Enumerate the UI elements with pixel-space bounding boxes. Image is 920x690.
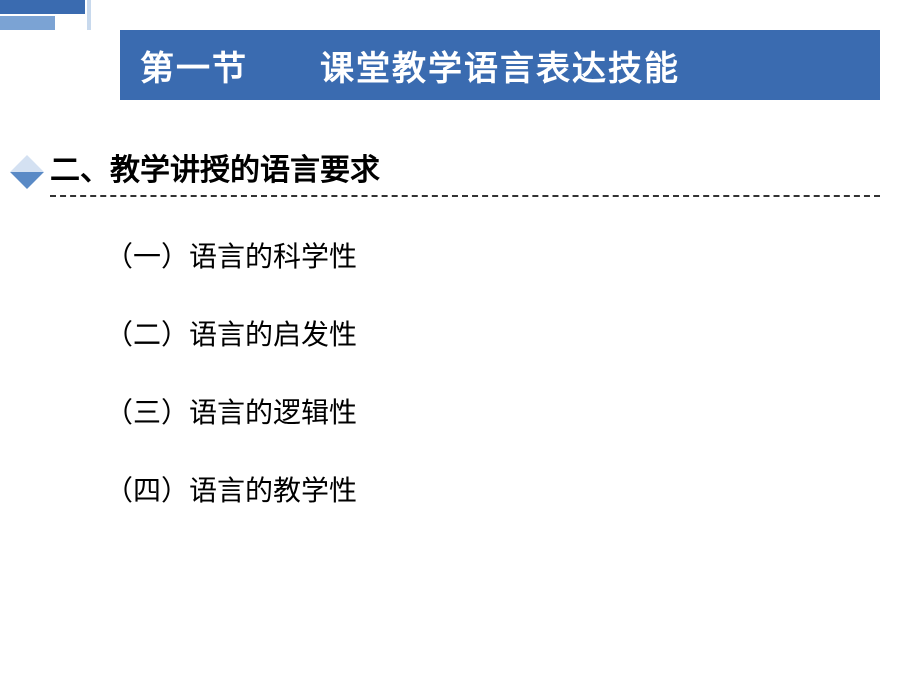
title-bar: 第一节 课堂教学语言表达技能 [120,30,880,100]
list-item: （一）语言的科学性 [105,235,357,275]
list-item: （三）语言的逻辑性 [105,391,357,431]
content-list: （一）语言的科学性 （二）语言的启发性 （三）语言的逻辑性 （四）语言的教学性 [105,235,357,547]
corner-bar-vertical [87,0,91,30]
corner-decoration [0,0,120,45]
slide-title: 第一节 课堂教学语言表达技能 [140,41,680,90]
corner-bar-light [0,16,55,30]
divider-line [50,195,880,197]
list-item: （二）语言的启发性 [105,313,357,353]
diamond-bullet-icon [10,155,44,189]
section-heading: 二、教学讲授的语言要求 [50,145,380,189]
list-item: （四）语言的教学性 [105,469,357,509]
corner-bar-dark [0,0,85,14]
